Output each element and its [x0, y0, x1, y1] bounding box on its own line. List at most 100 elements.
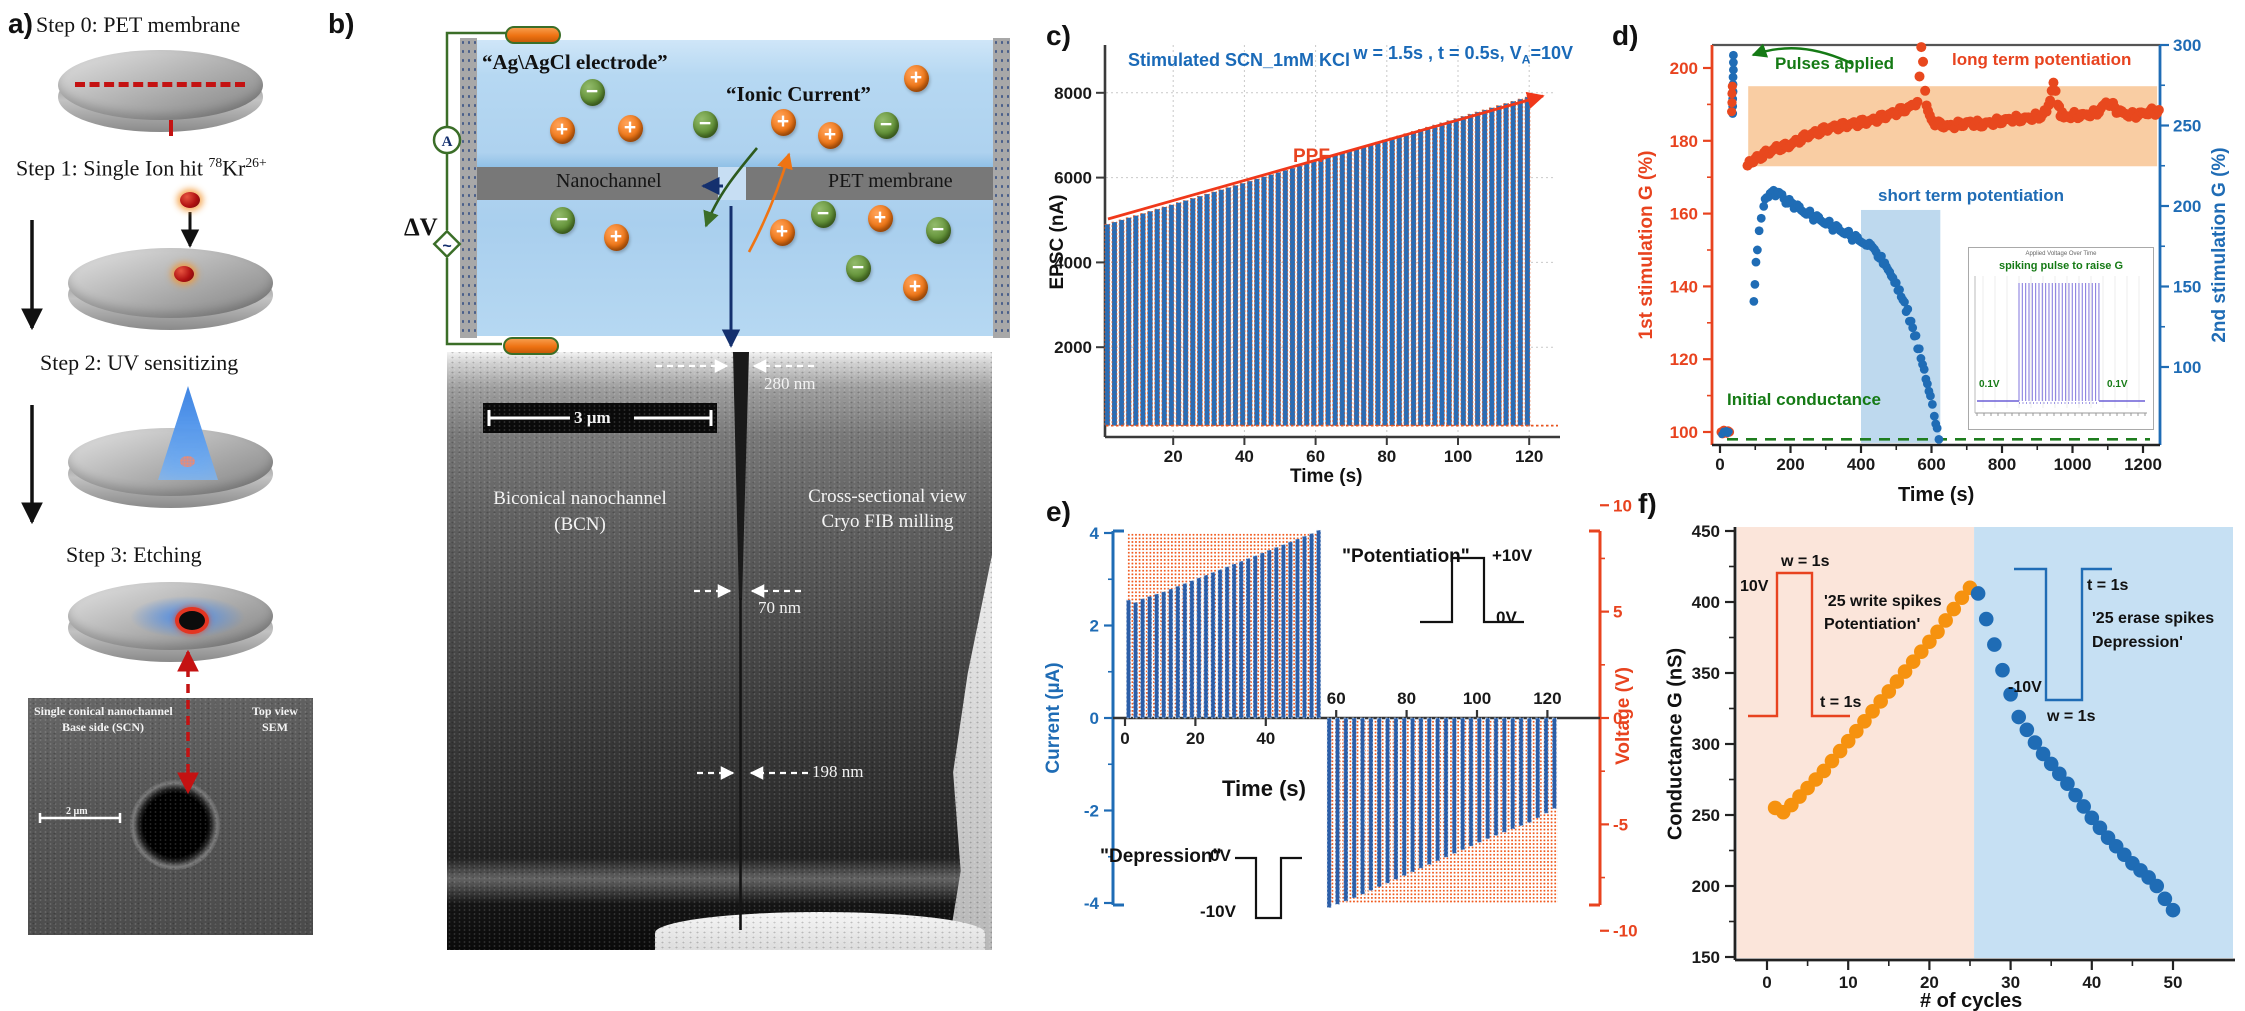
- svg-text:120: 120: [1515, 447, 1543, 466]
- sem-a-title-line1: Single conical nanochannel: [34, 704, 173, 718]
- panel-label-d: d): [1612, 20, 1639, 51]
- d-xlabel: Time (s): [1898, 484, 1975, 506]
- nanochannel-label: Nanochannel: [556, 170, 662, 192]
- e-ylabel-right: Voltage (V): [1613, 667, 1634, 765]
- cell-wall-right: [993, 38, 1010, 338]
- cation-icon: +: [770, 108, 796, 136]
- ion-ball-icon: [180, 192, 200, 208]
- f-write-pulse-t: t = 1s: [1820, 694, 1862, 711]
- d-pulses-applied-label: Pulses applied: [1775, 54, 1895, 73]
- sem-image-top-view: [28, 698, 313, 935]
- d-inset-v-left: 0.1V: [1979, 379, 2000, 390]
- svg-text:800: 800: [1988, 455, 2016, 474]
- pet-membrane-label: PET membrane: [828, 170, 953, 192]
- anion-icon: −: [845, 254, 871, 282]
- cross-section-label-line2: Cryo FIB milling: [821, 511, 954, 532]
- anion-icon: −: [579, 78, 605, 106]
- svg-text:150: 150: [2173, 278, 2201, 297]
- c-xlabel: Time (s): [1290, 466, 1363, 487]
- svg-text:0: 0: [1120, 729, 1129, 748]
- svg-text:10: 10: [1839, 973, 1858, 992]
- step3-title: Step 3: Etching: [66, 542, 202, 567]
- svg-text:80: 80: [1377, 447, 1396, 466]
- d-inset-v-right: 0.1V: [2107, 379, 2128, 390]
- svg-text:80: 80: [1397, 689, 1416, 708]
- anion-icon: −: [925, 216, 951, 244]
- svg-text:50: 50: [2164, 973, 2183, 992]
- d-ylabel-left: 1st stimulation G (%): [1636, 150, 1657, 340]
- bcn-label-line1: Biconical nanochannel: [493, 488, 667, 509]
- svg-text:600: 600: [1917, 455, 1945, 474]
- cross-section-label-line1: Cross-sectional view: [808, 486, 967, 507]
- svg-text:5: 5: [1613, 603, 1622, 622]
- f-erase-caption-line2: Depression': [2092, 634, 2183, 651]
- cation-icon: +: [549, 116, 575, 144]
- f-ylabel: Conductance G (nS): [1664, 647, 1687, 841]
- bcn-label-line2: (BCN): [554, 514, 606, 535]
- f-erase-caption-line1: '25 erase spikes: [2092, 610, 2215, 627]
- sem-b-annotations: [487, 352, 814, 930]
- svg-text:180: 180: [1670, 132, 1698, 151]
- sem-a-corner-line1: Top view: [252, 704, 298, 718]
- svg-text:30: 30: [2001, 973, 2020, 992]
- e-xlabel: Time (s): [1222, 776, 1306, 801]
- cation-icon: +: [603, 223, 629, 251]
- e-ylabel-left: Current (µA): [1043, 662, 1064, 774]
- sem-a-title-line2: Base side (SCN): [62, 720, 145, 734]
- cation-icon: +: [769, 218, 795, 246]
- svg-text:~: ~: [442, 238, 451, 255]
- panel-c-plot: 2000 4000 6000 8000 20 40 60 80 100 120: [1054, 45, 1560, 466]
- svg-text:2: 2: [1090, 617, 1099, 636]
- f-write-caption-line2: Potentiation': [1824, 616, 1921, 633]
- cation-icon: +: [817, 121, 843, 149]
- electrode-top-icon: [505, 26, 561, 44]
- svg-text:150: 150: [1692, 948, 1720, 967]
- step2-title: Step 2: UV sensitizing: [40, 350, 239, 375]
- latent-track-tick: [169, 120, 173, 136]
- e-pot-lo-label: 0V: [1496, 608, 1517, 627]
- d-inset-title: Applied Voltage Over Time: [2025, 251, 2097, 257]
- etched-pore-icon: [175, 607, 209, 634]
- svg-text:250: 250: [2173, 117, 2201, 136]
- svg-text:4: 4: [1090, 524, 1100, 543]
- svg-text:-4: -4: [1084, 894, 1100, 913]
- dim-198nm-label: 198 nm: [812, 762, 864, 781]
- d-stp-label: short term potentiation: [1878, 186, 2065, 205]
- svg-text:200: 200: [1692, 877, 1720, 896]
- cell-wall-left: [460, 38, 477, 338]
- f-xlabel: # of cycles: [1920, 990, 2023, 1011]
- svg-text:A: A: [442, 134, 453, 150]
- svg-text:200: 200: [1670, 59, 1698, 78]
- anion-icon: −: [873, 111, 899, 139]
- svg-text:0: 0: [1715, 455, 1724, 474]
- d-initial-conductance-label: Initial conductance: [1727, 390, 1881, 409]
- ionic-current-label: “Ionic Current”: [726, 82, 871, 106]
- dim-280nm-label: 280 nm: [764, 374, 816, 393]
- f-erase-pulse-w: w = 1s: [2047, 708, 2096, 725]
- c-ylabel: EPSC (nA): [1047, 194, 1068, 290]
- svg-text:40: 40: [2082, 973, 2101, 992]
- step1-title: Step 1: Single Ion hit 78Kr26+: [16, 155, 267, 181]
- svg-text:400: 400: [1847, 455, 1875, 474]
- cation-icon: +: [903, 64, 929, 92]
- svg-text:100: 100: [1463, 689, 1491, 708]
- svg-text:-5: -5: [1613, 815, 1628, 834]
- cation-icon: +: [867, 204, 893, 232]
- d-inset-plot: Applied Voltage Over Time spiking pulse …: [1968, 247, 2154, 430]
- svg-text:20: 20: [1920, 973, 1939, 992]
- svg-text:40: 40: [1256, 729, 1275, 748]
- d-inset-label: spiking pulse to raise G: [1998, 260, 2124, 272]
- c-condition: w = 1.5s , t = 0.5s, VA=10V: [1353, 43, 1574, 67]
- svg-text:20: 20: [1186, 729, 1205, 748]
- sem-image-cross-section: [447, 352, 992, 950]
- delta-v-label: ΔV: [404, 214, 438, 241]
- svg-text:120: 120: [1670, 350, 1698, 369]
- panel-label-f: f): [1638, 488, 1657, 519]
- svg-text:400: 400: [1692, 593, 1720, 612]
- e-depression-label: "Depression": [1100, 846, 1222, 867]
- svg-text:160: 160: [1670, 205, 1698, 224]
- anion-icon: −: [549, 206, 575, 234]
- svg-text:40: 40: [1235, 447, 1254, 466]
